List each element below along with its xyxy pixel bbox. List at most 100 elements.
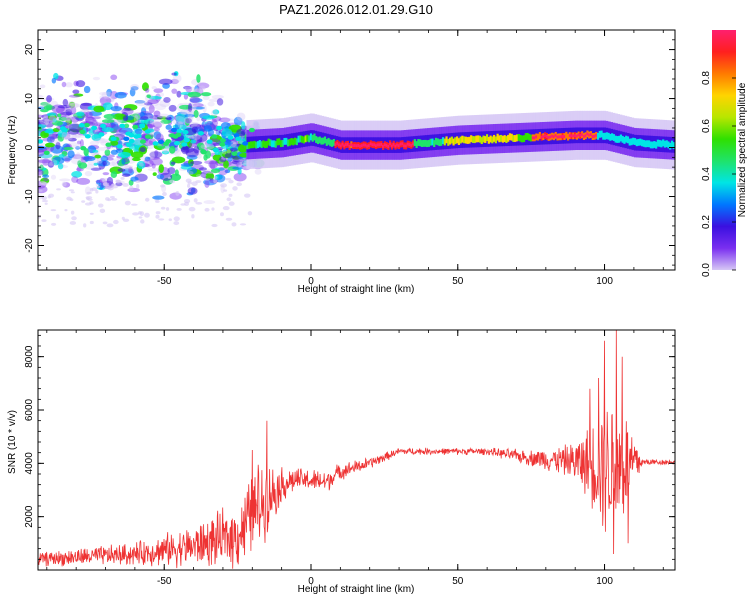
spectrogram-cell [152,172,157,177]
spectrogram-cell [211,134,218,139]
spectrogram-cell [184,86,196,91]
spectrogram-cell [357,144,360,147]
spectrogram-cell [180,163,194,167]
spectrogram-cell [55,106,67,114]
spectrogram-cell [450,136,453,144]
spectrogram-cell [473,136,476,144]
spectrogram-cell [128,138,135,144]
spectrogram-cell [521,135,524,143]
spectrogram-cell [251,141,254,149]
spectrogram-cell [424,139,427,147]
spectrogram-cell [43,105,56,111]
spectrogram-cell [588,133,591,137]
spectrogram-cell [366,144,369,148]
spectrogram-cell [196,82,210,89]
spectrogram-cell [187,183,191,188]
snr-x-axis-label: Height of straight line (km) [298,584,415,595]
spectrogram-cell [471,136,475,143]
spectrogram-cell [327,137,330,145]
spectrogram-cell [86,191,93,195]
spectrogram-cell [618,135,621,143]
spectrogram-cell [44,202,48,205]
spectrogram-cell [43,178,49,182]
spectrogram-cell [237,168,242,175]
spectrogram-cell [143,102,153,106]
spectrogram-cell [224,169,231,174]
spectrogram-cell [609,133,612,141]
spectrogram-cell [463,136,466,144]
spectrogram-cell [111,184,119,189]
spectrogram-cell [67,150,75,159]
spectrogram-cell [508,133,512,141]
spectrogram-cell [64,157,71,163]
spectrogram-cell [149,157,163,166]
spectrogram-cell [577,133,580,137]
spectrogram-cell [133,134,140,139]
spectrogram-cell [63,146,74,151]
spectrogram-cell [51,222,57,226]
spectrogram-cell [554,133,557,137]
spectrogram-cell [651,141,654,149]
spectrogram-cell [203,125,212,132]
spectrogram-cell [148,104,155,114]
spectrogram-cell [78,123,85,128]
spectrogram-cell [586,132,589,136]
spectrogram-cell [44,129,54,134]
snr-frame [37,329,676,571]
spectrogram-y-tick-label: -20 [24,238,35,253]
spectrogram-cell [160,206,166,210]
spectrogram-cell [222,205,230,211]
spectrogram-cell [228,201,235,206]
spectrogram-cell [70,144,82,149]
spectrogram-cell [69,220,77,225]
spectrogram-cell [149,119,157,124]
spectrogram-cell [38,168,42,176]
spectrogram-cell [206,139,213,144]
spectrogram-cell [104,149,111,156]
spectrogram-cell [145,197,150,202]
spectrogram-cell [61,127,68,133]
spectrogram-cell [151,86,157,90]
spectrogram-cell [63,136,73,141]
spectrogram-cell [52,118,57,123]
snr-y-tick-label: 8000 [24,345,35,368]
spectrogram-cell [226,197,232,202]
spectrogram-cell [113,219,119,225]
spectrogram-cell [216,98,224,106]
spectrogram-cell [385,143,388,147]
spectrogram-cell [408,143,411,147]
spectrogram-cell [503,135,506,142]
spectrogram-cell [91,116,101,120]
spectrogram-cell [211,109,218,117]
spectrogram-cell [177,121,184,128]
spectrogram-cell [286,139,290,147]
spectrogram-cell [106,98,115,103]
spectrogram-cell [188,103,193,113]
colorbar-tick-label: 0.2 [701,215,712,229]
spectrogram-cell [258,140,261,147]
spectrogram-cell [380,142,383,146]
spectrogram-cell [79,139,84,148]
spectrogram-cell [639,138,642,146]
spectrogram-cell [144,129,151,134]
spectrogram-cell [151,163,156,169]
spectrogram-y-tick-label: 0 [24,144,35,150]
spectrogram-cell [207,101,215,107]
spectrogram-cell [161,150,170,155]
spectrogram-cell [46,158,58,166]
spectrogram-cell [155,200,160,204]
spectrogram-cell [170,127,177,133]
spectrogram-cell [183,85,192,90]
spectrogram-cell [572,134,575,138]
spectrogram-cell [210,168,221,174]
spectrogram-cell [122,115,129,122]
spectrogram-cell [195,202,203,205]
spectrogram-cell [190,139,197,144]
spectrogram-cell [665,140,668,148]
spectrogram-cell [329,139,332,147]
spectrogram-cell [48,114,57,124]
spectrogram-cell [105,97,115,103]
spectrogram-cell [76,140,82,145]
spectrogram-cell [151,120,165,127]
